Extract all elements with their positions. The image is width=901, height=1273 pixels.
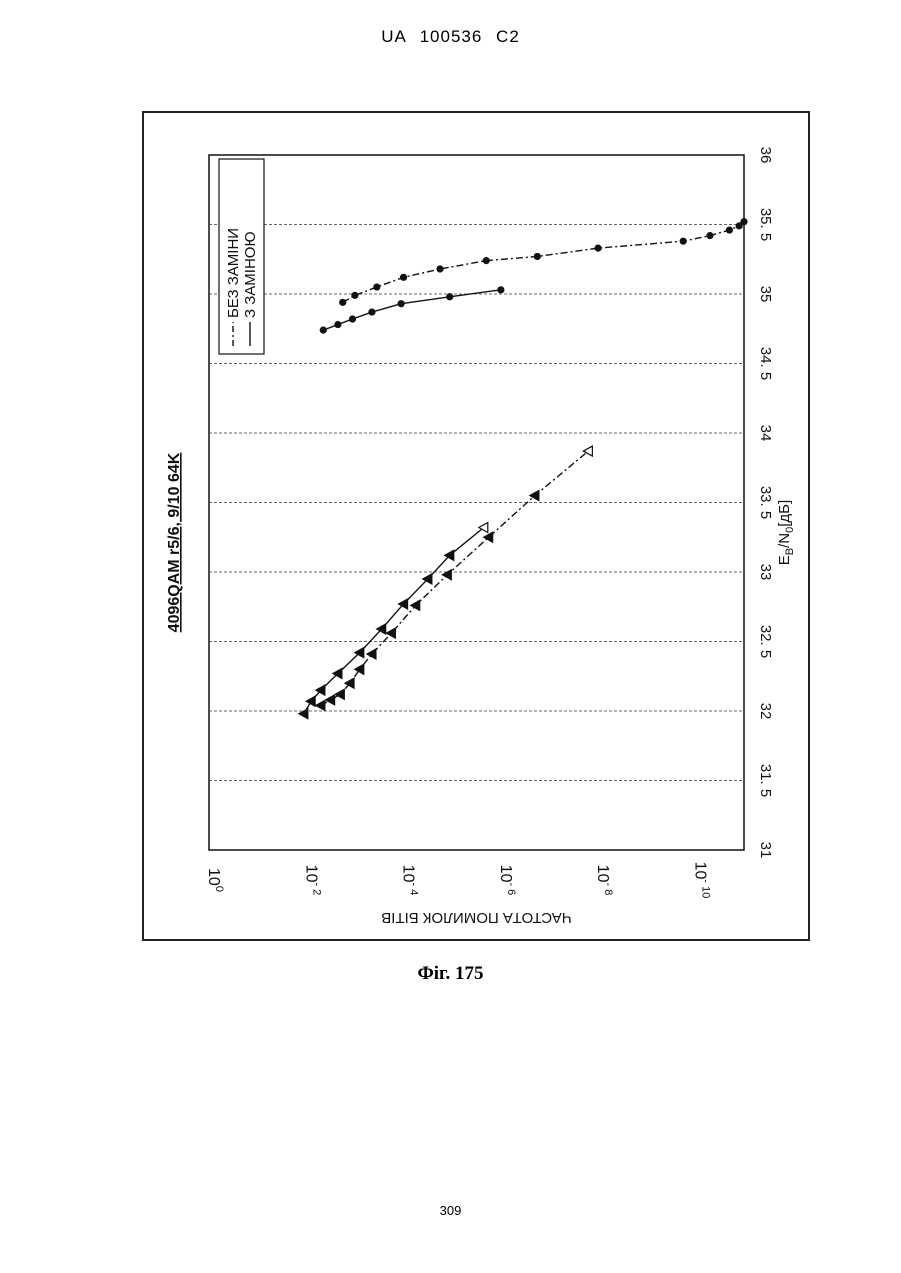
data-point bbox=[680, 238, 687, 245]
data-point bbox=[367, 649, 376, 659]
data-point bbox=[326, 695, 335, 705]
ber-chart: 31 31. 5 32 32. 5 33 33. 5 34 34. 5 35 35. 5 36 100… bbox=[144, 113, 808, 939]
x-tick-label: 34. 5 bbox=[757, 347, 774, 380]
x-tick-label: 33 bbox=[757, 564, 774, 581]
x-tick-label: 32 bbox=[757, 703, 774, 720]
y-tick-label: 10- 10 bbox=[691, 862, 711, 899]
data-point bbox=[411, 600, 420, 610]
data-point bbox=[299, 709, 308, 719]
chart-title: 4096QAM r5/6, 9/10 64K bbox=[166, 452, 183, 632]
y-tick-label: 10- 2 bbox=[302, 865, 322, 896]
data-point bbox=[349, 315, 356, 322]
figure-caption: Фіг. 175 bbox=[0, 963, 901, 985]
x-tick-label: 33. 5 bbox=[757, 486, 774, 519]
x-tick-label: 32. 5 bbox=[757, 625, 774, 658]
data-point bbox=[306, 696, 315, 706]
data-point bbox=[442, 570, 451, 580]
data-point bbox=[483, 257, 490, 264]
data-point bbox=[386, 628, 395, 638]
x-tick-label: 35. 5 bbox=[757, 208, 774, 241]
page-number: 309 bbox=[0, 1203, 901, 1218]
y-tick-label: 100 bbox=[205, 868, 225, 892]
legend: БЕЗ ЗАМІНИЗ ЗАМІНОЮ bbox=[219, 159, 264, 354]
data-point bbox=[726, 226, 733, 233]
figure-frame: 31 31. 5 32 32. 5 33 33. 5 34 34. 5 35 35. 5 36 100… bbox=[142, 111, 810, 941]
x-axis-title: EB/N0[дБ] bbox=[776, 500, 796, 565]
x-tick-label: 36 bbox=[757, 147, 774, 164]
document-number: UA 100536 C2 bbox=[0, 27, 901, 47]
data-point bbox=[534, 253, 541, 260]
y-axis-title: ЧАСТОТА ПОМИЛОК БІТІВ bbox=[381, 909, 572, 926]
data-point bbox=[398, 300, 405, 307]
x-tick-label: 35 bbox=[757, 286, 774, 303]
y-tick-label: 10- 6 bbox=[497, 865, 517, 896]
data-point bbox=[355, 664, 364, 674]
data-point bbox=[373, 283, 380, 290]
series-line bbox=[304, 528, 484, 714]
data-point bbox=[335, 689, 344, 699]
data-point bbox=[594, 245, 601, 252]
data-point bbox=[334, 321, 341, 328]
x-tick-label: 34 bbox=[757, 425, 774, 442]
data-point bbox=[339, 299, 346, 306]
x-tick-label: 31 bbox=[757, 842, 774, 859]
data-point bbox=[320, 327, 327, 334]
series-line bbox=[323, 290, 501, 330]
data-point bbox=[446, 293, 453, 300]
data-point bbox=[740, 218, 747, 225]
series-line bbox=[343, 222, 744, 303]
legend-label: БЕЗ ЗАМІНИ bbox=[225, 228, 242, 318]
data-point bbox=[484, 532, 493, 542]
y-tick-label: 10- 8 bbox=[594, 865, 614, 896]
data-point bbox=[351, 292, 358, 299]
x-tick-label: 31. 5 bbox=[757, 764, 774, 797]
data-point bbox=[368, 308, 375, 315]
data-point bbox=[316, 700, 325, 710]
legend-label: З ЗАМІНОЮ bbox=[242, 231, 259, 318]
data-point bbox=[706, 232, 713, 239]
data-point bbox=[497, 286, 504, 293]
data-point bbox=[436, 265, 443, 272]
data-point bbox=[400, 274, 407, 281]
y-tick-label: 10- 4 bbox=[400, 865, 420, 896]
